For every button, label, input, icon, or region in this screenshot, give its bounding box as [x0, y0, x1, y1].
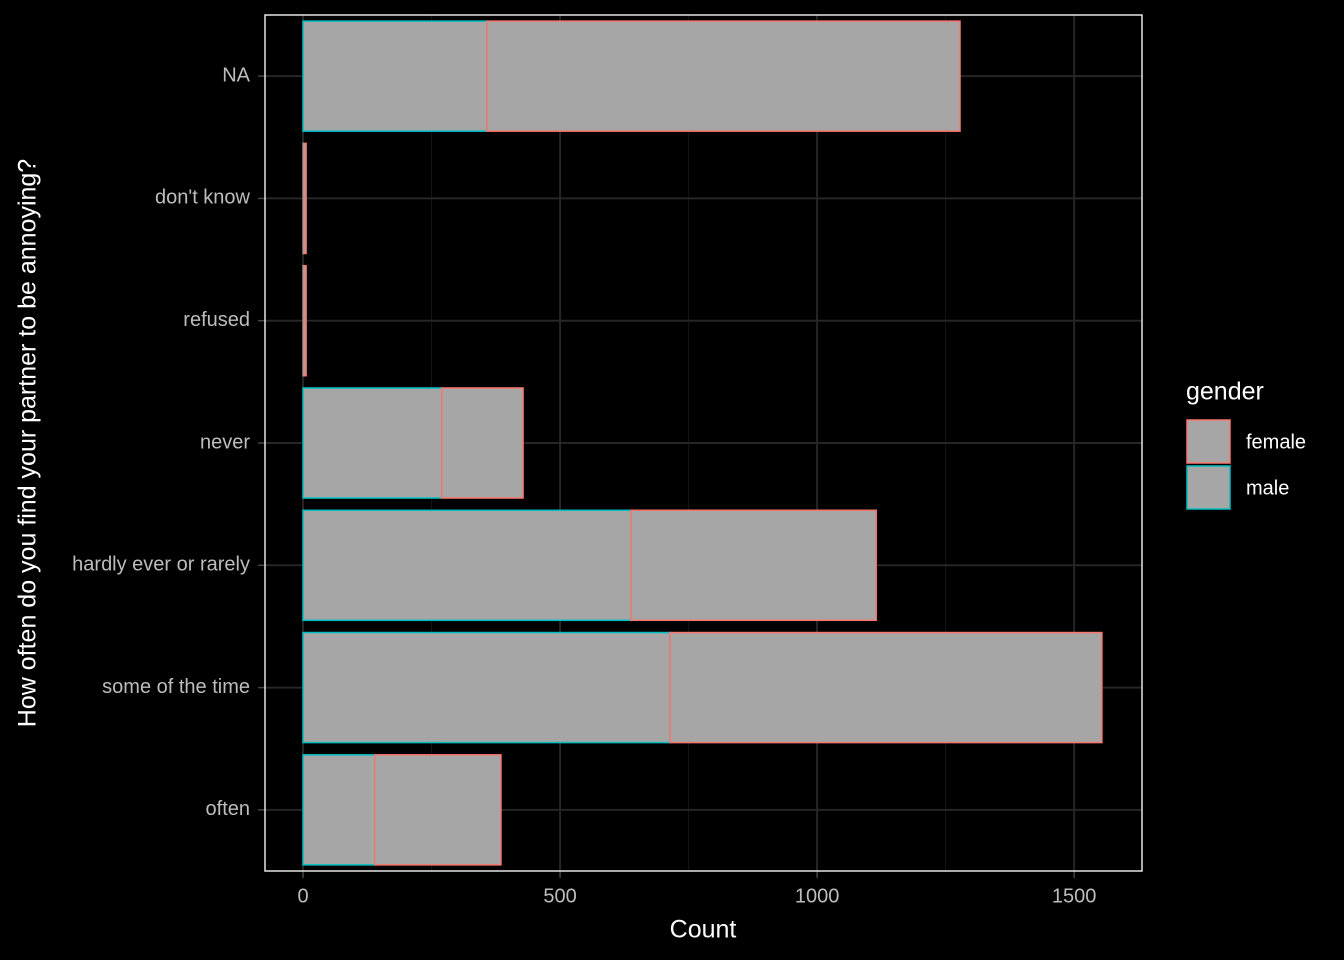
bar-segment [669, 631, 1103, 744]
x-tick-label: 500 [543, 885, 576, 907]
x-axis-title: Count [670, 916, 737, 944]
y-tick-label: refused [183, 309, 250, 331]
y-tick-label: often [206, 798, 250, 820]
bar-segment [441, 387, 524, 499]
bar-segment [374, 754, 502, 866]
bar-segment [302, 264, 307, 377]
bar-segment [302, 509, 632, 622]
x-tick-label: 0 [297, 885, 308, 907]
x-tick-label: 1000 [795, 885, 840, 907]
bar-segment [486, 20, 961, 132]
y-tick-label: some of the time [102, 676, 250, 698]
legend-key [1186, 419, 1231, 464]
y-tick-label: never [200, 431, 250, 453]
legend-title: gender [1186, 378, 1264, 406]
legend-label: female [1246, 431, 1306, 453]
y-axis-title: How often do you find your partner to be… [14, 159, 42, 727]
bar-segment [630, 509, 877, 622]
y-tick-label: don't know [155, 187, 251, 209]
bar-segment [302, 631, 671, 744]
bar-segment [302, 20, 488, 132]
bar-segment [302, 387, 443, 499]
panel-border [264, 14, 1143, 872]
legend-label: male [1246, 477, 1289, 499]
legend-key [1186, 465, 1231, 510]
y-tick-label: hardly ever or rarely [72, 554, 250, 576]
bar-segment [302, 142, 307, 255]
y-tick-label: NA [222, 64, 250, 86]
bar-segment [302, 754, 376, 866]
x-tick-label: 1500 [1052, 885, 1097, 907]
